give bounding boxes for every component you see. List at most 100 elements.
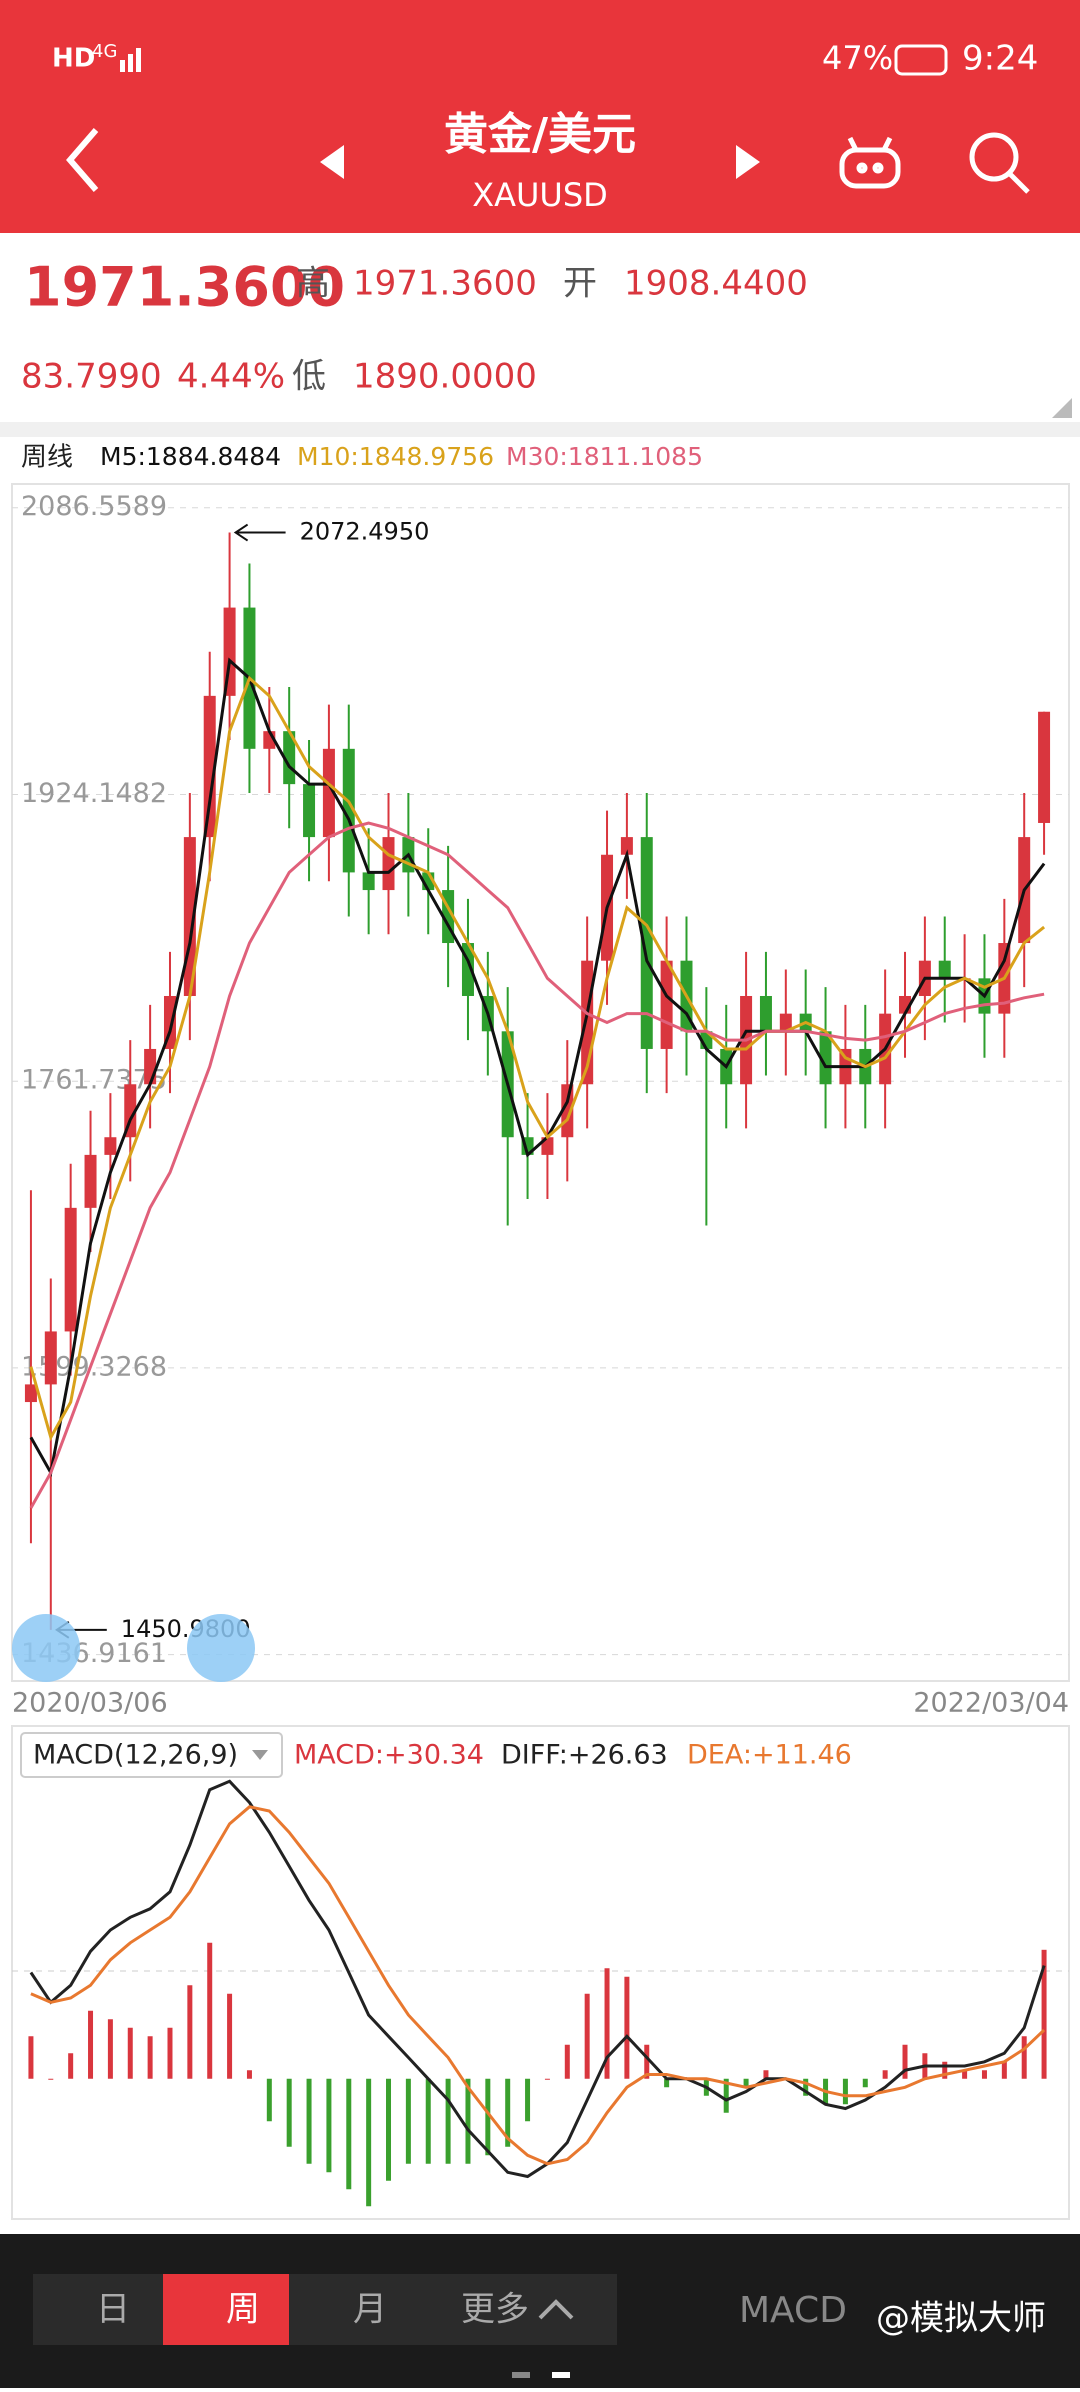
macd-bar <box>882 2070 888 2079</box>
macd-bar <box>664 2078 670 2088</box>
candle-body <box>620 837 633 855</box>
candle-body <box>104 1137 117 1155</box>
candle-body <box>362 872 375 891</box>
macd-line <box>30 1805 1046 2166</box>
candle-body <box>759 995 772 1032</box>
ma-line <box>29 821 1045 1509</box>
indicator-title: MACD(12,26,9) <box>33 1740 238 1771</box>
legend-entry: DEA:+11.46 <box>687 1740 852 1771</box>
quote-bg <box>0 233 1080 422</box>
tabs: 日 周 月 更多 <box>96 2274 574 2345</box>
macd-bar <box>902 2044 908 2079</box>
macd-bar <box>425 2078 431 2164</box>
ma-line <box>29 675 1046 1442</box>
macd-bar <box>604 1968 610 2079</box>
indicator-select[interactable] <box>20 1732 283 1778</box>
candle-body <box>303 784 316 838</box>
low-value: 1890.0000 <box>353 357 537 397</box>
macd-bar <box>366 2078 372 2207</box>
chart-bg <box>0 437 1080 2234</box>
battery-icon <box>894 44 948 76</box>
macd-frame <box>11 1725 1070 2220</box>
tab[interactable]: 日 <box>96 2290 130 2330</box>
prev-button[interactable] <box>320 145 344 179</box>
macd-bar <box>763 2070 769 2079</box>
macd-bar <box>386 2078 392 2181</box>
back-button[interactable] <box>66 128 99 192</box>
home-indicator <box>552 2372 570 2378</box>
separator <box>0 422 1080 437</box>
candle-body <box>779 1013 792 1032</box>
header-bg <box>0 0 1080 233</box>
status-time: 9:24 <box>962 39 1038 79</box>
status-hd: HD <box>52 44 95 74</box>
macd-bar <box>1001 2061 1007 2079</box>
candle-body <box>819 1031 832 1085</box>
macd-bar <box>644 2044 650 2079</box>
macd-bar <box>266 2078 272 2122</box>
macd-bar <box>127 2027 133 2079</box>
macd-bar <box>942 2061 948 2079</box>
candle-body <box>342 748 355 873</box>
macd-bar <box>743 2078 749 2088</box>
low-label: 低 <box>292 357 326 397</box>
next-button[interactable] <box>736 145 760 179</box>
candle-body <box>660 960 673 1049</box>
macd-bar <box>405 2078 411 2164</box>
macd-bar <box>544 2078 550 2080</box>
macd-bar <box>803 2078 809 2096</box>
fullscreen-button[interactable] <box>187 1614 255 1682</box>
candle-body <box>640 837 653 1049</box>
macd-bar <box>962 2070 968 2079</box>
header-subtitle: XAUUSD <box>472 176 608 214</box>
dropdown-arrow <box>252 1750 268 1760</box>
macd-bar <box>306 2078 312 2164</box>
candle-body <box>44 1331 57 1385</box>
x-tick-label: 2022/03/04 <box>913 1688 1069 1719</box>
indicator-button[interactable]: MACD <box>739 2290 847 2331</box>
legend-entry: MACD:+30.34 <box>294 1740 484 1771</box>
annotation-label: 2072.4950 <box>300 518 430 546</box>
tab[interactable]: 更多 <box>461 2290 529 2330</box>
more-chevron <box>538 2299 574 2320</box>
macd-bar <box>227 1993 233 2079</box>
high-value: 1971.3600 <box>353 264 537 304</box>
macd-bar <box>842 2078 848 2105</box>
last-price: 1971.3600 <box>24 256 345 319</box>
tab[interactable]: 月 <box>353 2290 387 2330</box>
y-tick-label: 2086.5589 <box>21 491 167 522</box>
robot-button[interactable] <box>839 136 901 189</box>
home-indicator <box>512 2372 530 2378</box>
macd-bar <box>28 2036 34 2079</box>
x-tick-label: 2020/03/06 <box>12 1688 168 1719</box>
price-frame <box>11 483 1070 1682</box>
annotation-arrow <box>233 523 286 542</box>
macd-bar <box>207 1942 213 2079</box>
macd-bar <box>862 2078 868 2088</box>
nav-button[interactable] <box>12 1614 80 1682</box>
macd-bar <box>1041 1949 1047 2079</box>
legend-entry: DIFF:+26.63 <box>501 1740 668 1771</box>
signal-icon <box>120 48 141 72</box>
macd-bar <box>505 2078 511 2147</box>
header-title: 黄金/美元 <box>444 109 636 160</box>
macd-bar <box>147 2036 153 2079</box>
y-tick-label: 1924.1482 <box>21 778 167 809</box>
search-button[interactable] <box>969 132 1030 194</box>
expand-corner[interactable] <box>1052 398 1072 418</box>
tab[interactable]: 周 <box>226 2290 260 2330</box>
macd-bar <box>723 2078 729 2113</box>
candle-body <box>144 1048 157 1085</box>
macd-bar <box>624 1976 630 2079</box>
macd-bar <box>88 2010 94 2079</box>
legend-entry: M5:1884.8484 <box>100 442 281 471</box>
macd-bar <box>107 2019 113 2079</box>
status-battery: 47% <box>822 39 893 77</box>
macd-bar <box>326 2078 332 2173</box>
macd-bar <box>584 1993 590 2079</box>
candle-body <box>64 1207 77 1332</box>
candle-body <box>938 960 951 979</box>
macd-bar <box>286 2078 292 2147</box>
candle-body <box>1038 711 1051 823</box>
